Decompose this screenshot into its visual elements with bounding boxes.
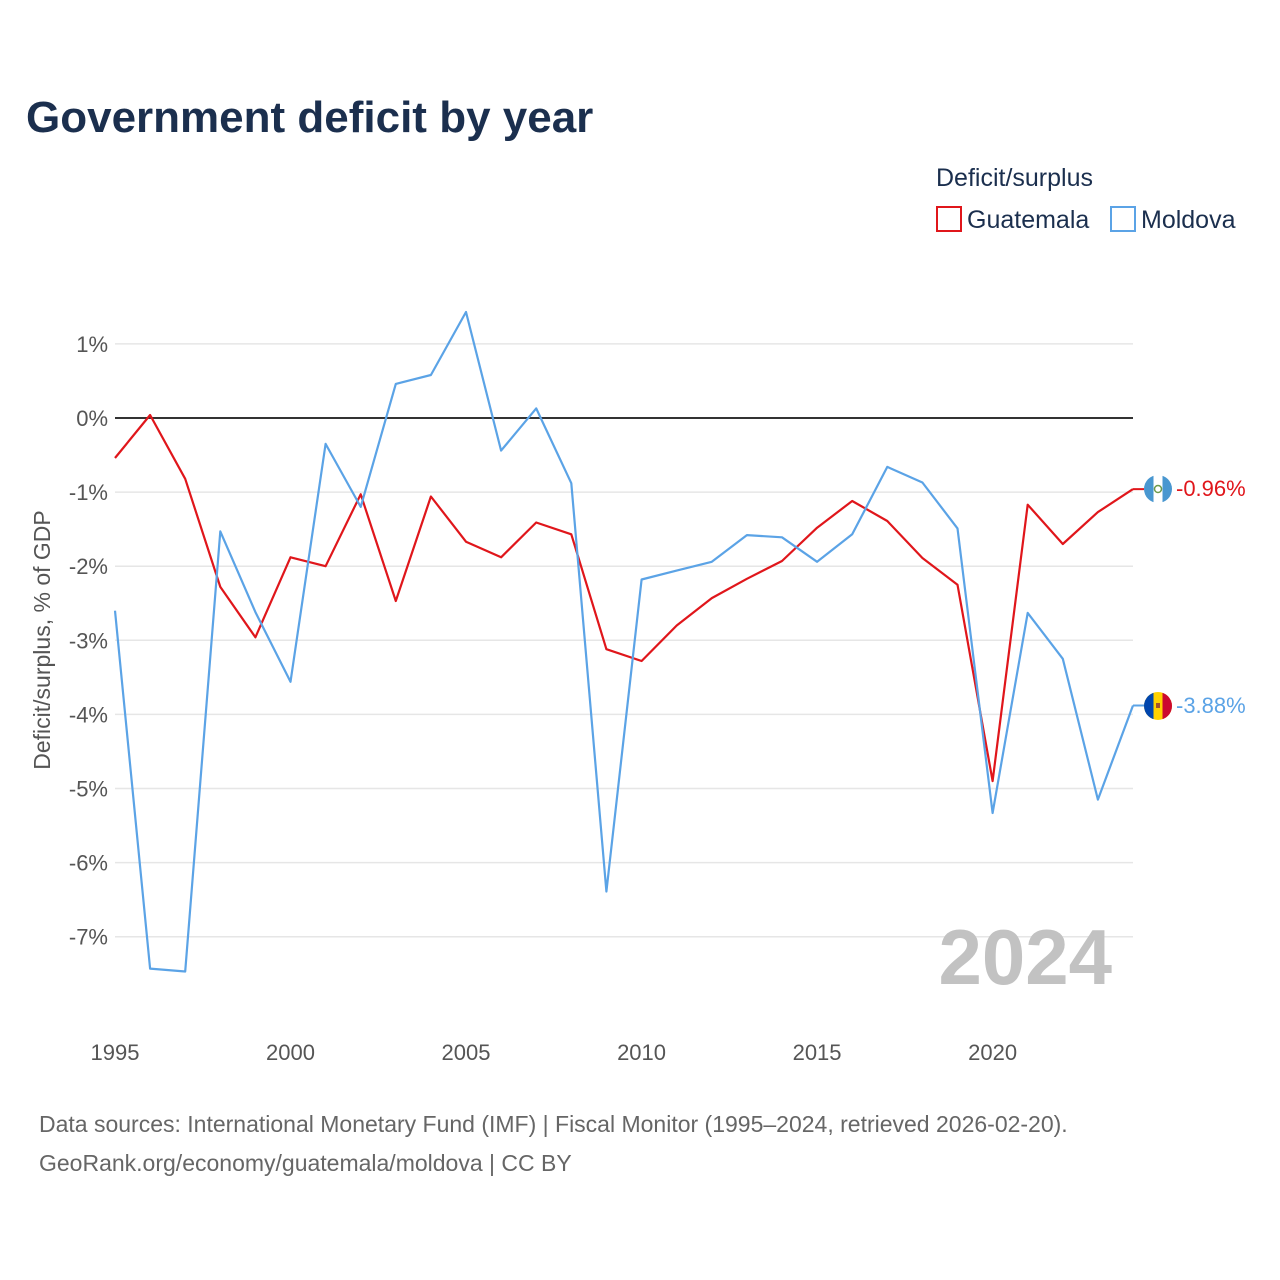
y-tick-label: -1% (69, 480, 108, 505)
legend-title: Deficit/surplus (936, 164, 1093, 192)
legend-swatch-guatemala (936, 206, 962, 232)
y-tick-label: 1% (76, 332, 108, 357)
legend-label-guatemala: Guatemala (967, 206, 1089, 234)
y-axis-ticks: 1% 0% -1% -2% -3% -4% -5% -6% -7% (69, 332, 108, 950)
y-tick-label: -5% (69, 777, 108, 802)
x-tick-label: 2015 (793, 1040, 842, 1065)
source-note: Data sources: International Monetary Fun… (39, 1111, 1068, 1137)
guatemala-flag-icon (1144, 475, 1172, 503)
x-tick-label: 2010 (617, 1040, 666, 1065)
series-lines (113, 310, 1144, 973)
y-tick-label: -3% (69, 628, 108, 653)
chart-title: Government deficit by year (26, 93, 593, 142)
x-tick-label: 2000 (266, 1040, 315, 1065)
x-tick-label: 1995 (91, 1040, 140, 1065)
legend-item-moldova[interactable]: Moldova (1110, 206, 1236, 234)
series-line-guatemala (114, 413, 1134, 783)
y-tick-label: -7% (69, 925, 108, 950)
y-tick-label: -2% (69, 554, 108, 579)
guatemala-end-value: -0.96% (1176, 476, 1246, 501)
gridlines (115, 343, 1133, 938)
x-tick-label: 2005 (442, 1040, 491, 1065)
y-tick-label: -4% (69, 702, 108, 727)
legend-label-moldova: Moldova (1141, 206, 1236, 234)
credit-link[interactable]: GeoRank.org/economy/guatemala/moldova | … (39, 1150, 572, 1176)
moldova-flag-icon (1144, 692, 1172, 720)
moldova-end-value: -3.88% (1176, 693, 1246, 718)
x-axis-ticks: 1995 2000 2005 2010 2015 2020 (91, 1040, 1018, 1065)
x-tick-label: 2020 (968, 1040, 1017, 1065)
legend-swatch-moldova (1110, 206, 1136, 232)
legend-item-guatemala[interactable]: Guatemala (936, 206, 1089, 234)
y-tick-label: 0% (76, 406, 108, 431)
y-axis-label: Deficit/surplus, % of GDP (29, 510, 55, 769)
y-tick-label: -6% (69, 851, 108, 876)
series-line-moldova (113, 310, 1135, 973)
year-watermark: 2024 (938, 913, 1112, 1001)
